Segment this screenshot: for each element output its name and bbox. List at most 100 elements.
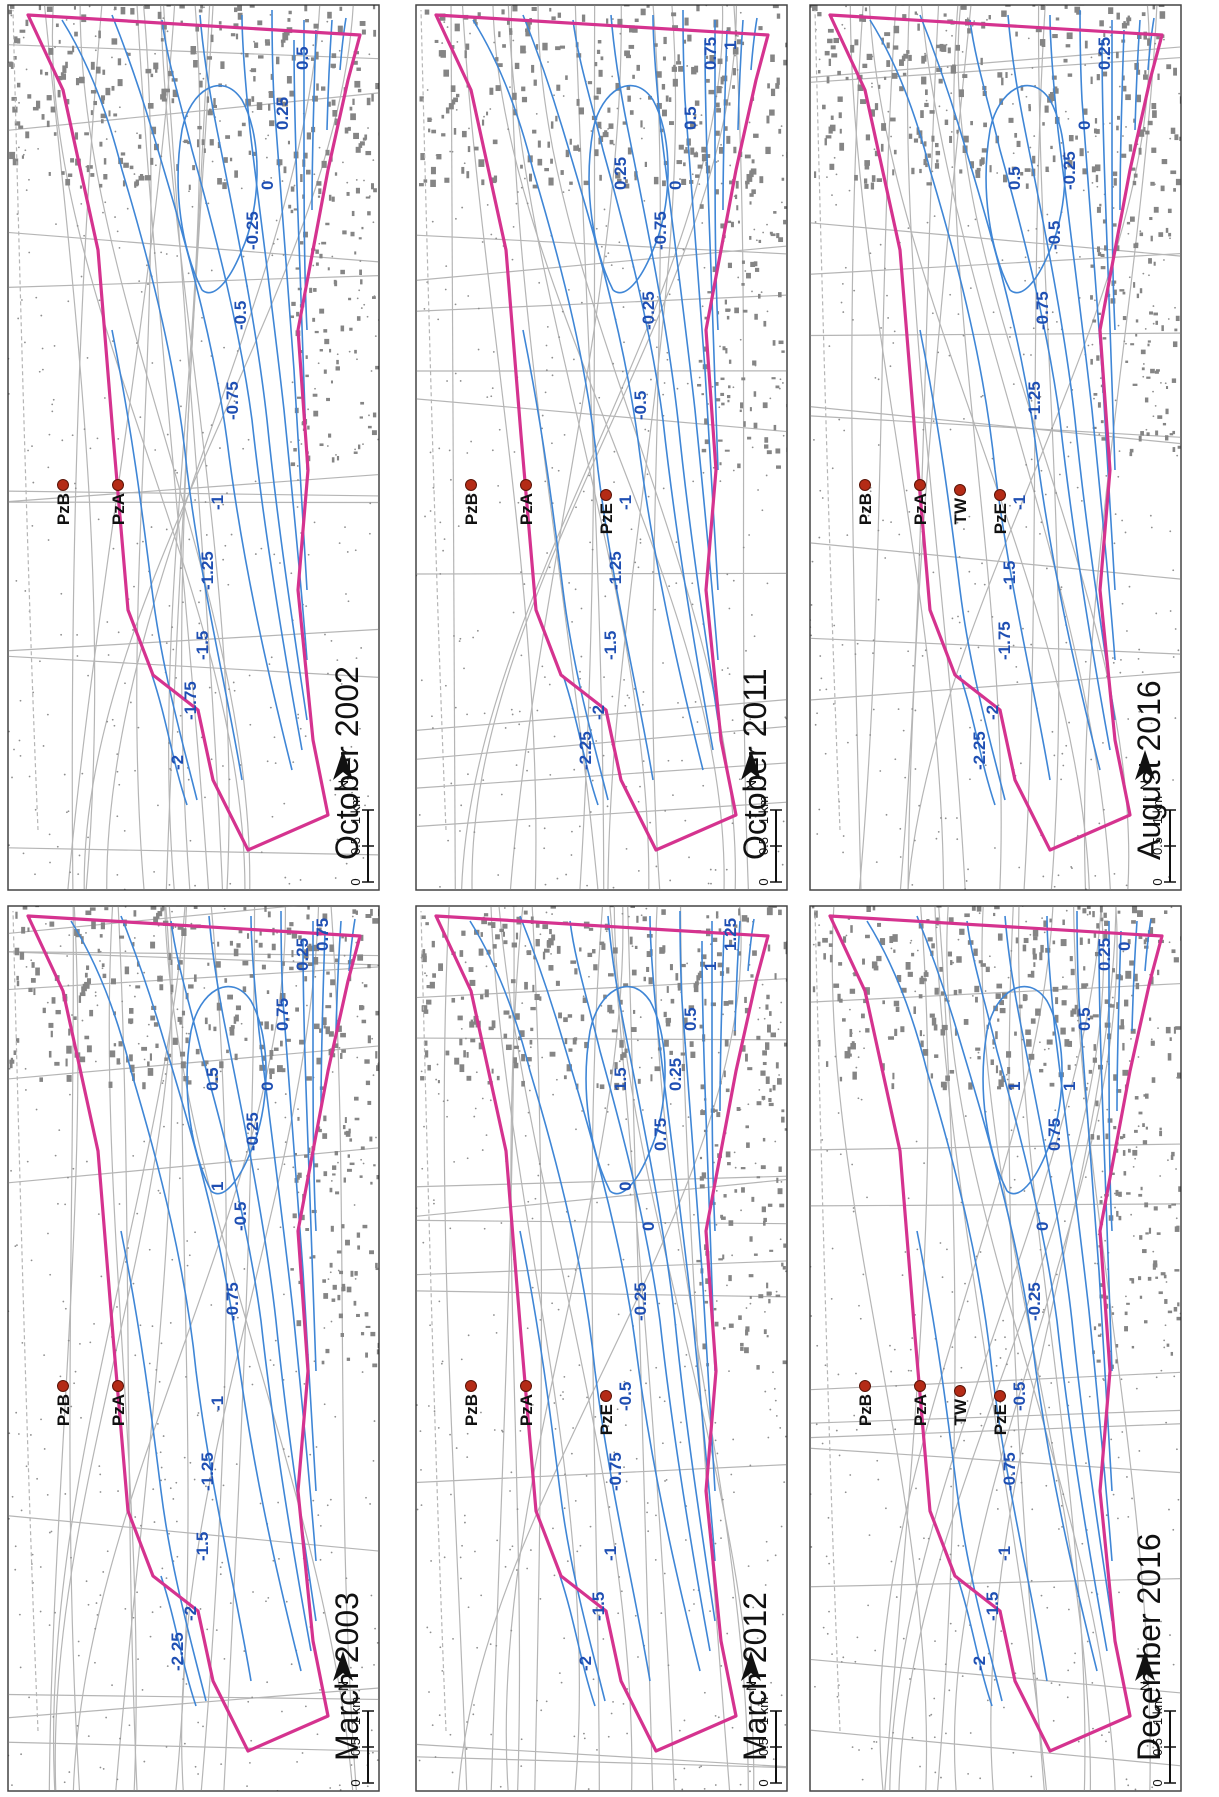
contour-line [111,14,293,771]
well-label: PzB [856,493,875,525]
contour-line [562,674,599,806]
scale-tick-label: 0.5 [1150,1738,1165,1756]
panel-date: March 2012 [737,1592,773,1761]
well-label: PzE [597,503,616,534]
contour-label: -0.75 [651,211,670,250]
contour-line [916,1230,1003,1702]
scale-tick-label: 0.5 [756,1738,771,1756]
contour-line [966,920,1108,1652]
scale-bar: 0 0.5 1 km [756,796,782,886]
well-marker [994,1390,1006,1402]
contour-label: -0.5 [616,1382,635,1411]
contour-line [916,915,1098,1672]
contour-line [250,915,317,1562]
well-marker [914,479,926,491]
contour-line [982,985,1063,1195]
contour-label: -0.25 [639,291,658,330]
contour-line [151,674,188,806]
contour-label: 0 [258,181,277,190]
contour-line [1116,930,1122,1112]
contour-label: -0.5 [231,301,250,330]
scale-bar: 0 0.5 1 km [348,1697,374,1787]
contour-label: 0.75 [701,37,720,70]
north-arrow-icon: N [333,750,353,790]
contour-label: -0.25 [1060,151,1079,190]
well-marker [57,479,69,491]
contour-label: 0.5 [1005,166,1024,190]
contour-labels: -2.25 -2 -1.75 -1.5 -1 -1.25 -0.75 -0.5 -0.25 0 0.… [970,37,1114,770]
scale-tick-label: 0.5 [756,837,771,855]
north-label: N [1137,780,1153,790]
contour-line [572,19,714,751]
contour-label: 0.5 [293,46,312,70]
contour-line [559,1575,596,1707]
contour-lines [472,9,758,806]
monitoring-wells: PzE PzA PzB [462,1380,616,1435]
well-label: PzB [54,493,73,525]
map-body: -2.25-2-1.5-1.25-1-0.75-0.5-0.2500.750.2… [8,906,379,1791]
contour-label: -1.5 [193,1532,212,1561]
monitoring-wells: PzA PzB [54,1380,128,1426]
scale-tick-label: 0 [1150,878,1165,885]
contour-line [326,19,333,131]
contour-label: 0.25 [1095,37,1114,70]
contour-line [649,915,716,1562]
contour-label: -0.5 [231,1202,250,1231]
contour-line [569,920,711,1652]
contour-label: 1 [1060,1082,1079,1091]
contour-labels: -2 -1.5 -1 -0.75 -0.5 -0.25 0 0.75 1 0.5 0.25 1 0 [970,938,1134,1671]
well-marker [859,479,871,491]
scale-tick-label: 1 km [348,796,363,824]
contour-line [303,20,308,331]
contour-line [1119,29,1125,211]
contour-label: 0.75 [1045,1118,1064,1151]
contour-label: -1.5 [1000,561,1019,590]
scale-tick-label: 1 km [1150,1697,1165,1725]
contour-line [1134,19,1141,131]
contour-line [472,19,654,781]
contour-line [161,19,303,751]
contour-line [1007,14,1116,721]
study-area-boundary [26,13,362,852]
contour-line [519,915,701,1672]
contour-line [704,39,719,471]
contour-label: -2 [576,1656,595,1671]
well-marker [520,479,532,491]
contour-label: 0.25 [293,938,312,971]
contour-line [522,14,704,771]
scale-tick-label: 0.5 [348,837,363,855]
north-label: N [335,780,351,790]
contour-label: 0.25 [1095,938,1114,971]
contour-line [869,19,1051,781]
well-label: PzB [462,493,481,525]
well-label: TW [951,497,970,524]
contour-label: 0 [639,1222,658,1231]
contour-line [919,329,1006,801]
well-marker [994,489,1006,501]
contour-line [1101,39,1116,471]
contour-line [610,14,719,721]
contour-line [120,915,302,1672]
contour-line [711,921,716,1232]
scale-bar: 0 0.5 1 km [1150,796,1176,886]
contour-label: -0.5 [1045,221,1064,250]
contour-line [1147,17,1155,71]
contour-line [519,1230,606,1702]
contour-lines [866,910,1152,1707]
scale-tick-label: 0.5 [1150,837,1165,855]
contour-line [734,920,741,1032]
contour-label: 1.25 [721,918,740,951]
contour-line [750,17,758,71]
map-panel: -2 -1.75 -1.5 -1.25 -1 -0.75 -0.5 -0.25 0 0.25 0.5… [7,4,380,891]
contour-label: -1 [1010,495,1029,510]
contour-line [320,930,326,1112]
contour-line [111,329,198,801]
contour-labels: -2.25-2-1.5-1.25-1-0.75-0.5-0.2500.750.2… [168,918,332,1671]
contour-line [61,19,243,781]
north-label: N [743,1681,759,1691]
well-marker [112,1380,124,1392]
contour-line [588,84,669,294]
well-label: PzB [462,1394,481,1426]
contour-label: -2 [589,705,608,720]
